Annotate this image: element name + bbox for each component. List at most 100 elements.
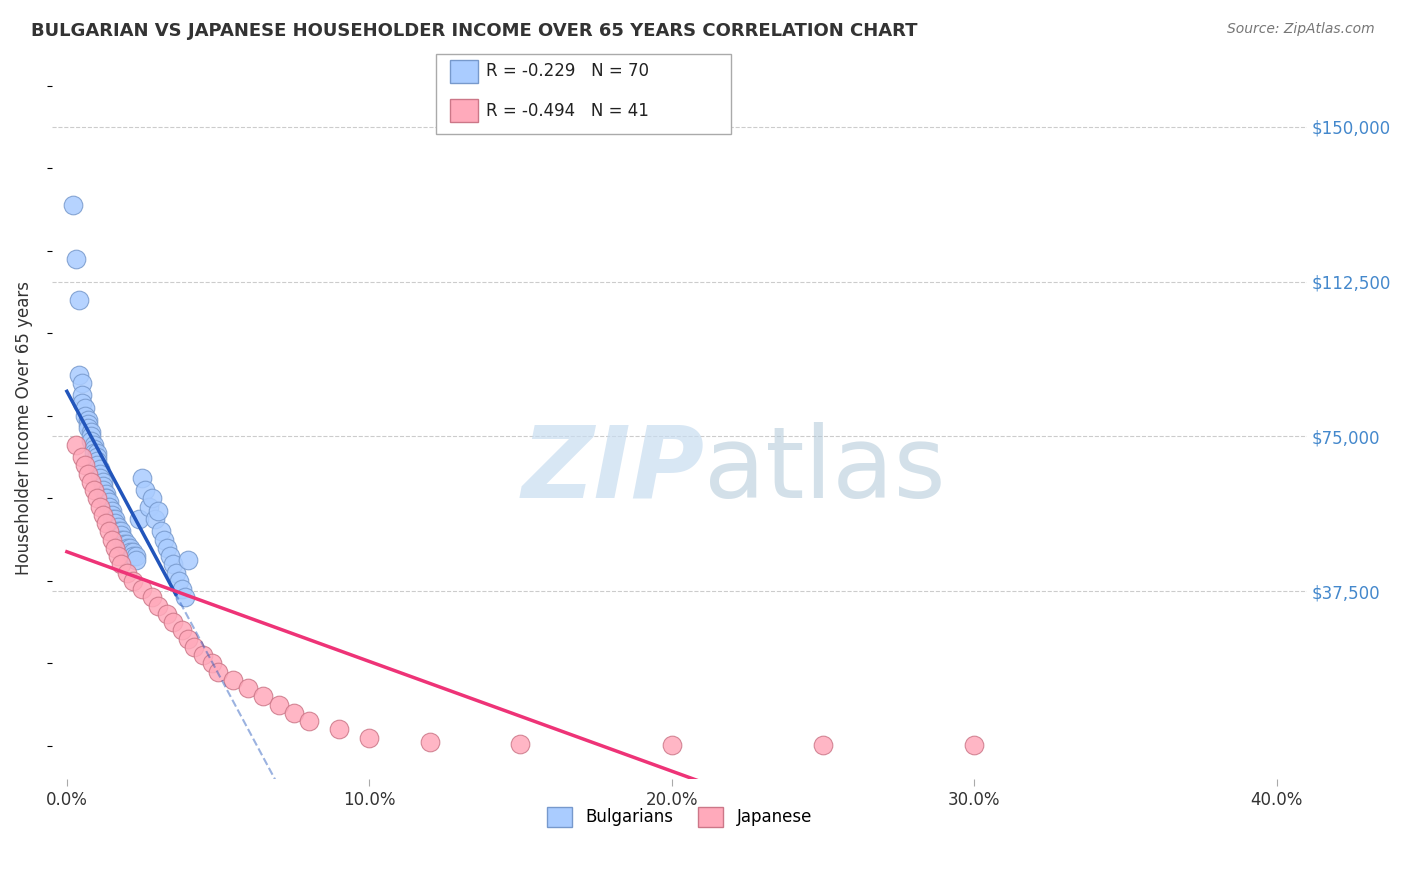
Point (509, 737, 531, 751)
Point (143, 512, 166, 526)
Point (162, 558, 184, 572)
Point (201, 657, 224, 671)
Point (156, 607, 179, 621)
Point (80, 429, 103, 443)
Point (86, 454, 108, 468)
Point (162, 615, 184, 629)
Point (117, 537, 139, 551)
Point (141, 491, 163, 506)
Point (83, 446, 105, 460)
Point (156, 541, 179, 555)
Point (70, 388, 93, 402)
Point (77, 467, 100, 481)
Point (104, 516, 127, 530)
Point (73, 401, 96, 415)
Point (170, 624, 193, 638)
Text: ZIP: ZIP (522, 422, 704, 519)
Point (101, 533, 124, 547)
Y-axis label: Householder Income Over 65 years: Householder Income Over 65 years (15, 281, 32, 575)
Point (77, 413, 100, 427)
Point (173, 591, 195, 605)
Point (170, 582, 193, 596)
Point (134, 483, 156, 497)
Point (167, 574, 190, 588)
Point (112, 533, 135, 547)
Point (89, 462, 111, 476)
Point (96, 491, 118, 506)
Point (70, 450, 93, 464)
Point (86, 446, 108, 460)
Point (298, 714, 321, 728)
Point (131, 471, 153, 485)
Point (89, 500, 111, 514)
Point (83, 442, 105, 456)
Point (67, 293, 90, 308)
Point (149, 524, 172, 539)
Point (107, 549, 129, 563)
Point (65, 438, 87, 452)
Point (70, 376, 93, 390)
Point (328, 723, 350, 737)
Point (110, 533, 132, 547)
Point (83, 483, 105, 497)
Point (267, 698, 290, 712)
Point (117, 541, 139, 555)
Point (963, 739, 986, 753)
Point (77, 421, 100, 435)
Point (207, 665, 229, 679)
Point (125, 549, 148, 563)
Point (86, 450, 108, 464)
Point (359, 731, 381, 745)
Point (98, 524, 121, 539)
Point (159, 549, 181, 563)
Text: BULGARIAN VS JAPANESE HOUSEHOLDER INCOME OVER 65 YEARS CORRELATION CHART: BULGARIAN VS JAPANESE HOUSEHOLDER INCOME… (31, 22, 918, 40)
Point (122, 574, 145, 588)
Point (91, 475, 114, 489)
Text: atlas: atlas (704, 422, 946, 519)
Point (177, 632, 200, 646)
Legend: Bulgarians, Japanese: Bulgarians, Japanese (540, 800, 818, 834)
Point (110, 558, 132, 572)
Point (101, 512, 124, 526)
Point (77, 417, 100, 431)
Point (117, 566, 139, 580)
Point (107, 520, 129, 534)
Point (110, 524, 132, 539)
Point (89, 467, 111, 481)
Point (83, 438, 105, 452)
Point (107, 524, 129, 539)
Point (419, 735, 441, 749)
Point (104, 541, 127, 555)
Point (165, 566, 187, 580)
Point (283, 706, 305, 720)
Point (252, 690, 274, 704)
Point (91, 508, 114, 522)
Point (104, 512, 127, 526)
Point (110, 528, 132, 542)
Point (112, 537, 135, 551)
Point (183, 640, 205, 654)
Point (138, 500, 160, 514)
Point (98, 495, 121, 509)
Point (98, 500, 121, 514)
Point (80, 434, 103, 448)
Point (80, 425, 103, 440)
Point (101, 508, 124, 522)
Point (222, 673, 245, 687)
Point (811, 738, 834, 752)
Text: R = -0.229   N = 70: R = -0.229 N = 70 (486, 62, 650, 80)
Point (80, 475, 103, 489)
Point (120, 545, 142, 559)
Point (120, 541, 142, 555)
Point (146, 599, 169, 613)
Point (91, 483, 114, 497)
Point (128, 512, 150, 526)
Point (146, 504, 169, 518)
Point (238, 681, 260, 695)
Point (65, 252, 87, 266)
Point (67, 368, 90, 382)
Point (661, 738, 683, 752)
Point (96, 487, 118, 501)
Point (152, 533, 174, 547)
Point (96, 491, 118, 506)
